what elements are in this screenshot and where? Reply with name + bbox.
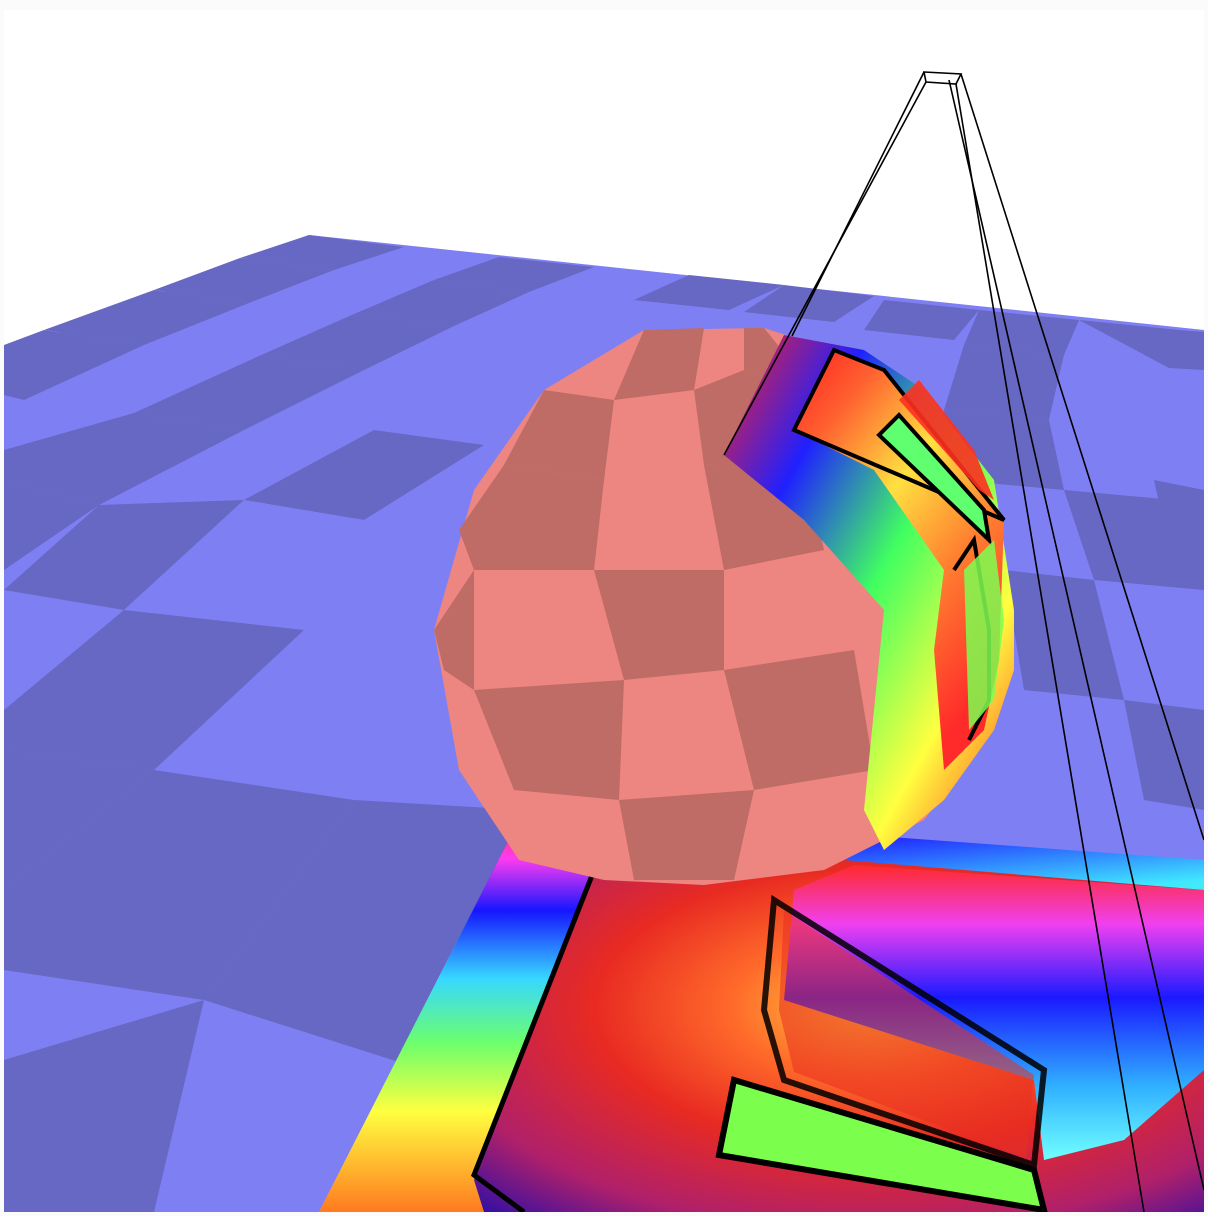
projector-frustum	[723, 71, 1204, 1212]
projected-rainbow-texture-ground	[319, 810, 1204, 1212]
checker-sphere	[434, 328, 1014, 885]
projected-rainbow-texture-sphere	[724, 335, 1014, 850]
scene-render	[4, 71, 1204, 1212]
webgl-viewport[interactable]	[4, 10, 1204, 1212]
